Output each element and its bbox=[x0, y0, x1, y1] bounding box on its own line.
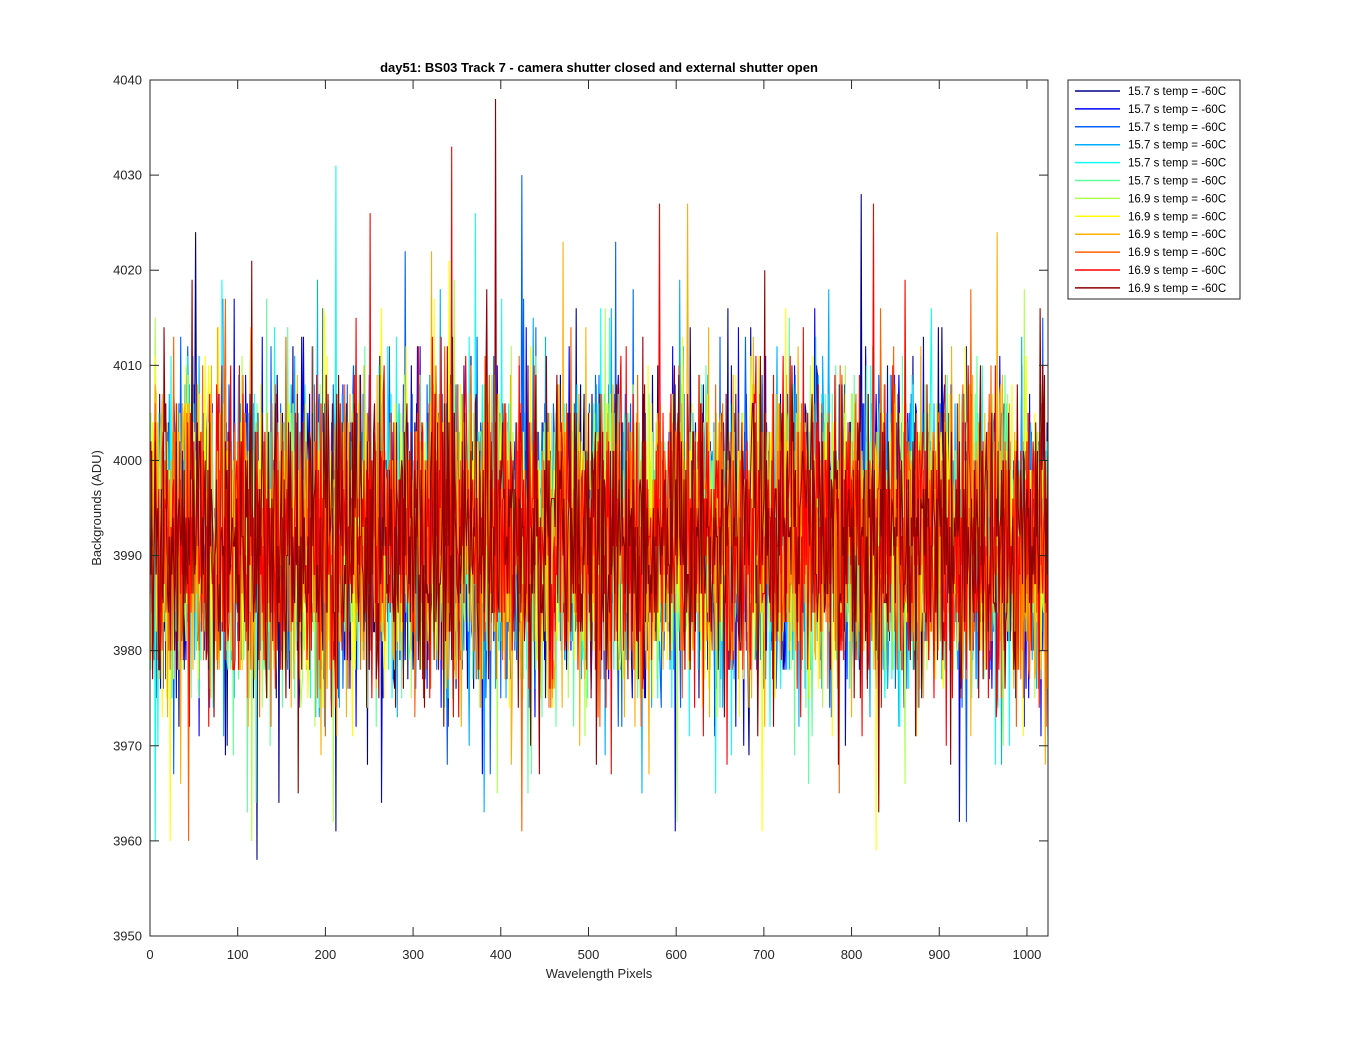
y-tick-label: 4000 bbox=[113, 453, 142, 468]
legend-entry: 15.7 s temp = -60C bbox=[1128, 140, 1226, 152]
legend-entry: 16.9 s temp = -60C bbox=[1128, 265, 1226, 277]
y-tick-label: 3960 bbox=[113, 833, 142, 848]
y-tick-label: 3980 bbox=[113, 643, 142, 658]
legend-entry: 15.7 s temp = -60C bbox=[1128, 104, 1226, 116]
series-layer bbox=[150, 99, 1048, 860]
legend-entry: 16.9 s temp = -60C bbox=[1128, 193, 1226, 205]
x-tick-label: 100 bbox=[227, 947, 249, 962]
legend-entry: 16.9 s temp = -60C bbox=[1128, 211, 1226, 223]
y-tick-label: 3970 bbox=[113, 738, 142, 753]
x-tick-label: 500 bbox=[578, 947, 600, 962]
y-tick-label: 4010 bbox=[113, 358, 142, 373]
legend-entry: 15.7 s temp = -60C bbox=[1128, 158, 1226, 170]
x-tick-label: 900 bbox=[928, 947, 950, 962]
legend-entry: 15.7 s temp = -60C bbox=[1128, 86, 1226, 98]
legend-entry: 16.9 s temp = -60C bbox=[1128, 283, 1226, 295]
y-tick-label: 3990 bbox=[113, 548, 142, 563]
y-tick-label: 4040 bbox=[113, 73, 142, 88]
legend-box bbox=[1067, 79, 1241, 300]
legend: 15.7 s temp = -60C 15.7 s temp = -60C 15.7… bbox=[1067, 79, 1241, 300]
legend-entry: 15.7 s temp = -60C bbox=[1128, 122, 1226, 134]
x-tick-label: 1000 bbox=[1012, 947, 1041, 962]
y-axis-label: Backgrounds (ADU) bbox=[89, 450, 104, 566]
legend-entry: 16.9 s temp = -60C bbox=[1128, 247, 1226, 259]
y-tick-label: 4020 bbox=[113, 263, 142, 278]
legend-entry: 15.7 s temp = -60C bbox=[1128, 176, 1226, 188]
x-tick-label: 0 bbox=[146, 947, 153, 962]
y-tick-label: 3950 bbox=[113, 929, 142, 944]
chart-title: day51: BS03 Track 7 - camera shutter clo… bbox=[380, 60, 818, 75]
axes-box bbox=[149, 79, 1049, 937]
series-line-12 bbox=[150, 99, 1048, 813]
x-tick-label: 300 bbox=[402, 947, 424, 962]
x-tick-label: 400 bbox=[490, 947, 512, 962]
y-tick-label: 4030 bbox=[113, 168, 142, 183]
x-tick-label: 200 bbox=[315, 947, 337, 962]
x-tick-label: 600 bbox=[665, 947, 687, 962]
legend-entry: 16.9 s temp = -60C bbox=[1128, 229, 1226, 241]
y-axis: 3950 3960 3970 3980 3990 4000 4010 4020 4030 4040 bbox=[113, 73, 1048, 944]
x-axis-label: Wavelength Pixels bbox=[546, 966, 653, 981]
x-tick-label: 700 bbox=[753, 947, 775, 962]
x-tick-label: 800 bbox=[841, 947, 863, 962]
x-axis: 0 100 200 300 400 500 600 700 800 900 1000 bbox=[146, 80, 1041, 962]
